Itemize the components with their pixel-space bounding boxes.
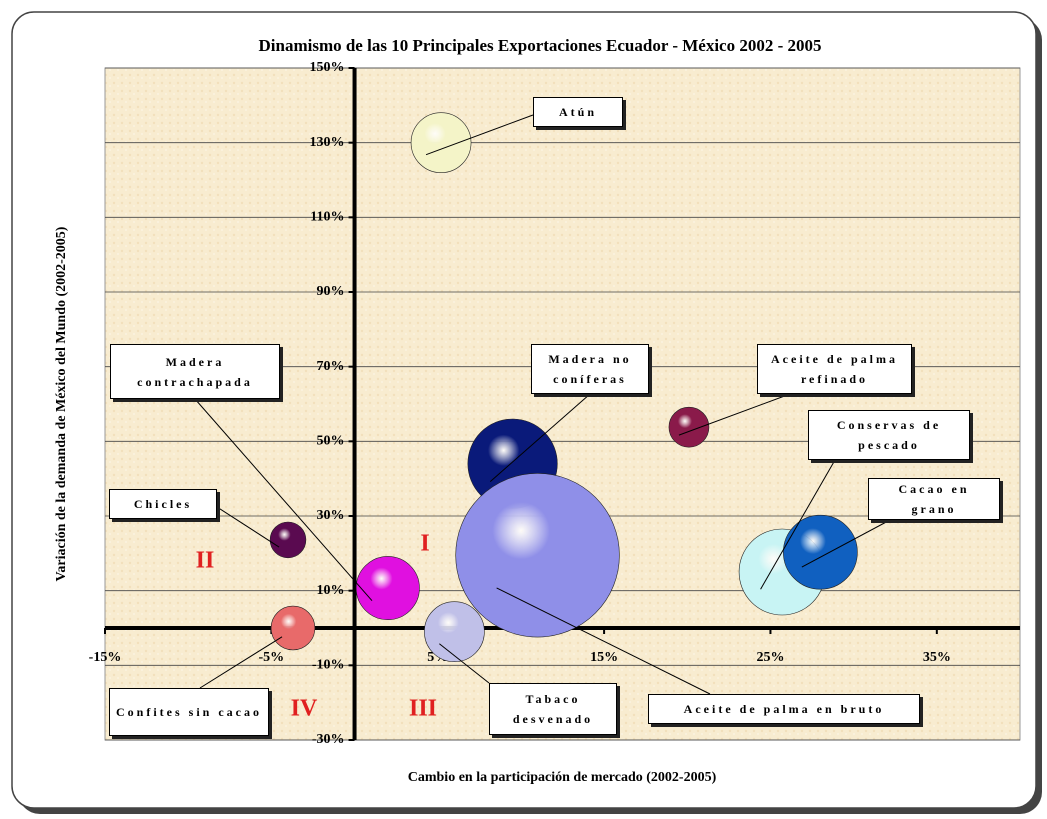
bubble-label: Madera no coníferas xyxy=(531,344,649,394)
y-tick-label: 50% xyxy=(317,434,345,449)
bubble-label: Madera contrachapada xyxy=(110,344,280,399)
x-tick-label: -5% xyxy=(259,650,285,665)
quadrant-label: III xyxy=(409,696,437,722)
bubble xyxy=(269,521,307,559)
leader-line xyxy=(496,587,711,695)
quadrant-label: II xyxy=(196,548,215,574)
y-tick-label: 10% xyxy=(317,583,345,598)
y-axis-label: Variación de la demanda de México del Mu… xyxy=(54,226,69,581)
leader-line xyxy=(801,519,891,568)
chart-title: Dinamismo de las 10 Principales Exportac… xyxy=(258,36,821,55)
bubble xyxy=(410,112,472,173)
bubble xyxy=(355,556,420,620)
bubble-label: Aceite de palma en bruto xyxy=(648,694,920,724)
bubble-label: Cacao en grano xyxy=(868,478,1000,520)
y-tick-label: 30% xyxy=(317,508,345,523)
quadrant-label: I xyxy=(420,531,429,557)
leader-line xyxy=(194,398,373,602)
bubble-label: Atún xyxy=(533,97,623,127)
x-tick-label: -15% xyxy=(89,650,122,665)
leader-line xyxy=(760,459,836,590)
x-tick-label: 25% xyxy=(756,650,784,665)
x-axis-label: Cambio en la participación de mercado (2… xyxy=(408,770,717,785)
x-tick-label: 35% xyxy=(923,650,951,665)
bubble-label: Chicles xyxy=(109,489,217,519)
bubble-label: Confites sin cacao xyxy=(109,688,269,736)
y-tick-label: 130% xyxy=(310,135,345,150)
plot-area xyxy=(104,67,1021,741)
bubble-label: Tabaco desvenado xyxy=(489,683,617,735)
quadrant-label: IV xyxy=(291,696,318,722)
leader-line xyxy=(425,114,534,156)
y-tick-label: -30% xyxy=(312,732,345,747)
y-tick-label: -10% xyxy=(312,658,345,673)
leader-line xyxy=(199,636,283,689)
leader-line xyxy=(678,393,791,436)
bubble xyxy=(455,473,620,638)
bubble xyxy=(783,514,858,590)
leader-line xyxy=(216,506,280,548)
bubble xyxy=(424,601,485,663)
x-tick-label: 15% xyxy=(590,650,618,665)
y-tick-label: 110% xyxy=(310,210,344,225)
y-tick-label: 150% xyxy=(310,60,345,75)
leader-line xyxy=(489,393,591,482)
bubble xyxy=(270,605,316,651)
bubble xyxy=(668,406,710,448)
leader-line xyxy=(439,643,490,684)
bubble-label: Conservas de pescado xyxy=(808,410,970,460)
y-tick-label: 70% xyxy=(317,359,345,374)
y-tick-label: 90% xyxy=(317,284,345,299)
bubble-label: Aceite de palma refinado xyxy=(757,344,912,394)
